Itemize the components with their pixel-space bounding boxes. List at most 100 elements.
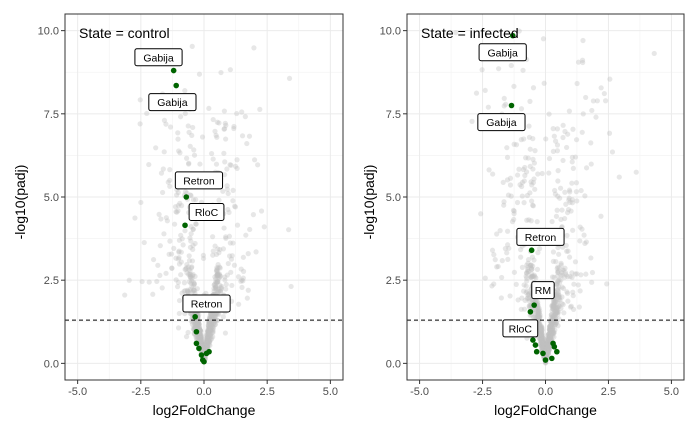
background-point <box>559 284 565 290</box>
background-point <box>532 311 538 317</box>
background-point <box>181 280 188 286</box>
background-point <box>556 296 562 303</box>
background-point <box>582 240 588 247</box>
background-point <box>212 319 218 325</box>
background-point <box>562 128 568 135</box>
background-point <box>193 319 199 325</box>
background-point <box>491 281 497 287</box>
background-point <box>553 320 559 326</box>
background-point <box>191 283 197 289</box>
background-point <box>530 273 536 279</box>
background-point <box>200 252 206 258</box>
background-point <box>540 339 546 346</box>
background-point <box>202 346 208 352</box>
background-point <box>548 312 554 318</box>
background-point <box>546 334 552 340</box>
background-point <box>188 280 194 286</box>
background-point <box>545 343 551 350</box>
background-point <box>211 285 217 292</box>
background-point <box>558 262 564 268</box>
background-point <box>205 335 211 341</box>
background-point <box>529 254 535 260</box>
background-point <box>208 314 214 320</box>
background-point <box>190 271 196 278</box>
background-point <box>178 202 185 209</box>
background-point <box>549 303 555 309</box>
background-point <box>214 317 220 324</box>
background-point <box>239 284 245 291</box>
background-point <box>569 274 575 280</box>
background-point <box>528 274 534 281</box>
background-point <box>555 304 561 310</box>
background-point <box>506 245 512 251</box>
background-point <box>557 280 563 286</box>
y-tick-label: 5.0 <box>44 192 59 204</box>
background-point <box>190 242 196 249</box>
gene-label-2: Retron <box>516 227 565 246</box>
background-point <box>207 325 214 331</box>
background-point <box>539 345 545 351</box>
background-point <box>547 336 553 342</box>
background-point <box>540 340 546 346</box>
background-point <box>206 339 212 345</box>
background-point <box>178 232 184 238</box>
background-point <box>544 350 550 357</box>
background-point <box>221 126 228 132</box>
background-point <box>214 265 220 271</box>
background-point <box>548 327 554 333</box>
background-point <box>489 247 496 253</box>
background-point <box>547 323 553 330</box>
background-point <box>195 324 201 331</box>
gene-label-box <box>182 294 231 313</box>
background-point <box>529 266 535 272</box>
background-point <box>220 246 226 252</box>
background-point <box>205 335 211 341</box>
background-point <box>540 340 546 346</box>
background-point <box>535 312 541 318</box>
background-point <box>524 270 530 276</box>
background-point <box>560 134 566 141</box>
background-point <box>565 206 572 213</box>
background-point <box>529 182 535 188</box>
background-point <box>542 346 548 352</box>
background-point <box>552 298 558 305</box>
background-point <box>231 123 237 130</box>
background-point <box>227 240 233 246</box>
background-point <box>206 328 212 335</box>
highlight-point-10 <box>542 357 549 363</box>
background-point <box>545 351 552 357</box>
background-point <box>212 274 218 280</box>
background-point <box>504 154 511 160</box>
background-point <box>530 166 536 172</box>
background-point <box>212 243 218 249</box>
background-point <box>552 191 559 197</box>
background-point <box>553 258 559 265</box>
background-point <box>550 148 556 154</box>
background-point <box>213 276 219 282</box>
background-point <box>167 183 173 189</box>
background-point <box>511 83 517 89</box>
background-point <box>549 302 555 309</box>
background-point <box>524 295 530 302</box>
background-point <box>221 126 227 132</box>
background-point <box>588 255 594 261</box>
background-point <box>245 251 251 257</box>
background-point <box>178 272 184 278</box>
background-point <box>534 313 541 319</box>
background-point <box>175 279 181 286</box>
background-point <box>531 315 537 321</box>
background-point <box>554 307 560 313</box>
background-point <box>566 254 573 260</box>
background-point <box>206 105 212 112</box>
background-point <box>203 344 209 350</box>
background-point <box>540 339 547 345</box>
background-point <box>532 306 538 312</box>
background-point <box>227 162 233 168</box>
background-point <box>538 323 544 330</box>
background-point <box>208 321 215 327</box>
background-point <box>190 124 196 131</box>
y-axis-title: -log10(padj) <box>361 165 377 240</box>
background-point <box>212 128 218 134</box>
background-point <box>547 325 553 331</box>
background-point <box>222 172 228 178</box>
